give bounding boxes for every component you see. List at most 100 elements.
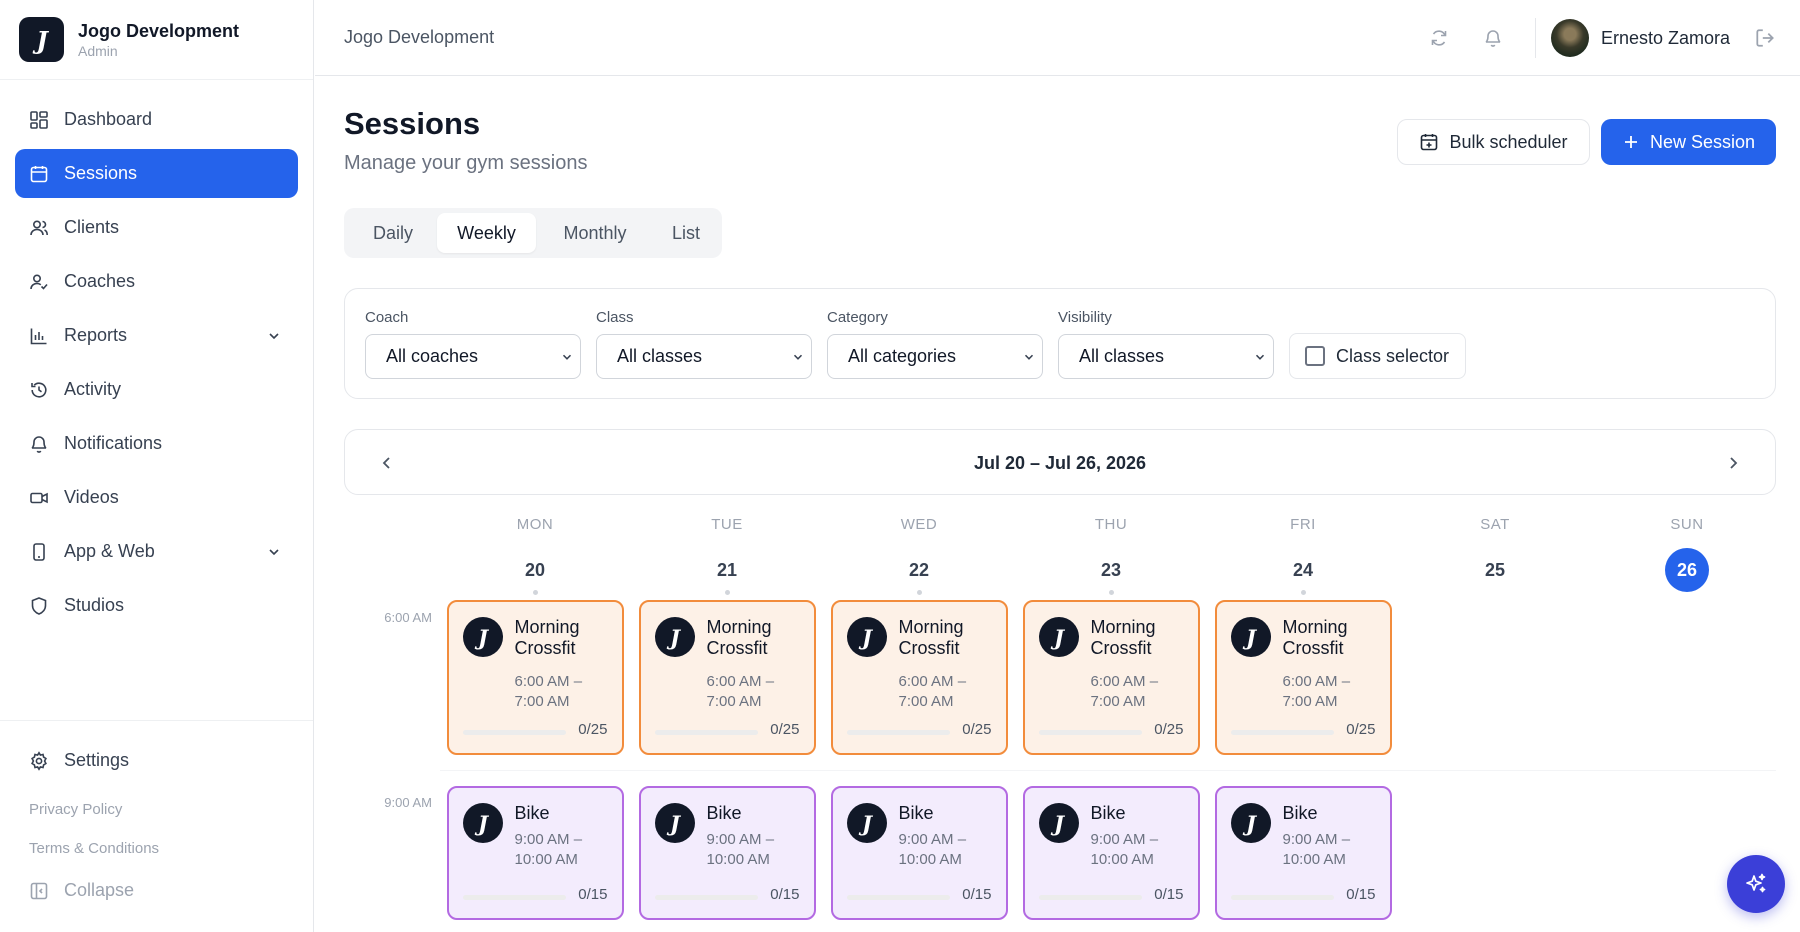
session-time-end: 10:00 AM [1090, 851, 1154, 868]
brand-name: Jogo Development [78, 20, 240, 41]
refresh-icon[interactable] [1427, 26, 1451, 50]
session-time-end: 7:00 AM [706, 693, 762, 710]
tab-daily[interactable]: Daily [372, 222, 413, 243]
chevron-down-icon [269, 548, 279, 555]
day-name-sun: SUN [1670, 516, 1704, 533]
user-name[interactable]: Ernesto Zamora [1600, 27, 1730, 48]
class-select-value: All classes [617, 346, 703, 366]
day-number[interactable]: 23 [1100, 560, 1122, 580]
category-filter-label: Category [827, 309, 888, 326]
new-session-button[interactable]: New Session [1601, 119, 1776, 165]
terms-link[interactable]: Terms & Conditions [29, 840, 160, 857]
sidebar-item-activity[interactable]: Activity [15, 365, 298, 414]
day-event-indicator [532, 590, 538, 595]
session-card[interactable]: J Bike 9:00 AM – 10:00 AM 0/15 [1214, 786, 1392, 920]
session-time-start: 6:00 AM – [706, 673, 775, 690]
session-capacity-count: 0/15 [578, 886, 608, 903]
session-card[interactable]: J Morning Crossfit 6:00 AM – 7:00 AM 0/25 [1022, 600, 1200, 755]
session-time-start: 6:00 AM – [898, 673, 967, 690]
session-time: 9:00 AM – 10:00 AM [515, 830, 615, 870]
session-logo: J [1038, 617, 1079, 657]
day-number-today[interactable]: 26 [1665, 548, 1709, 592]
session-card[interactable]: J Bike 9:00 AM – 10:00 AM 0/15 [830, 786, 1008, 920]
session-card[interactable]: J Morning Crossfit 6:00 AM – 7:00 AM 0/25 [830, 600, 1008, 755]
privacy-policy-link[interactable]: Privacy Policy [29, 801, 123, 818]
sidebar-item-clients[interactable]: Clients [15, 203, 298, 252]
coach-select-value: All coaches [386, 346, 479, 366]
dashboard-icon [30, 110, 48, 129]
session-title: Morning Crossfit [1282, 617, 1348, 658]
sidebar-item-label: Dashboard [64, 109, 153, 129]
session-capacity-bar [654, 895, 758, 900]
chevron-down-icon [1255, 354, 1265, 360]
class-selector-checkbox[interactable] [1305, 346, 1325, 366]
visibility-select[interactable]: All classes [1058, 334, 1274, 379]
session-capacity-count: 0/15 [962, 886, 992, 903]
session-time: 9:00 AM – 10:00 AM [1283, 830, 1383, 870]
sidebar-item-studios[interactable]: Studios [15, 581, 298, 630]
sparkles-icon [1746, 873, 1766, 893]
day-number[interactable]: 25 [1484, 560, 1506, 580]
session-capacity-bar [846, 730, 950, 735]
session-card[interactable]: J Morning Crossfit 6:00 AM – 7:00 AM 0/25 [638, 600, 816, 755]
session-logo: J [1038, 803, 1079, 843]
day-name-wed: WED [900, 516, 938, 533]
session-logo: J [462, 803, 503, 843]
sidebar-item-label: Notifications [64, 433, 163, 453]
session-title: Bike [514, 803, 550, 823]
logout-icon[interactable] [1754, 27, 1776, 49]
avatar[interactable] [1550, 19, 1589, 57]
collapse-button[interactable]: Collapse [15, 868, 298, 913]
session-time-end: 10:00 AM [898, 851, 962, 868]
tab-weekly[interactable]: Weekly [437, 213, 536, 253]
session-time-start: 6:00 AM – [514, 673, 583, 690]
sidebar-item-label: Studios [64, 595, 125, 615]
sidebar-item-sessions[interactable]: Sessions [15, 149, 298, 198]
coach-select[interactable]: All coaches [365, 334, 581, 379]
class-selector-toggle[interactable]: Class selector [1289, 333, 1466, 379]
category-select[interactable]: All categories [827, 334, 1043, 379]
session-time-end: 7:00 AM [898, 693, 954, 710]
tab-monthly[interactable]: Monthly [563, 222, 627, 243]
brand[interactable]: J Jogo Development Admin [0, 0, 313, 80]
assistant-button[interactable] [1727, 855, 1785, 913]
day-event-indicator [916, 590, 922, 595]
session-title: Bike [1090, 803, 1126, 823]
sidebar-item-videos[interactable]: Videos [15, 473, 298, 522]
class-select[interactable]: All classes [596, 334, 812, 379]
session-time-end: 7:00 AM [514, 693, 570, 710]
day-number[interactable]: 22 [908, 560, 930, 580]
chevron-left-icon[interactable] [377, 453, 397, 473]
day-number[interactable]: 24 [1292, 560, 1314, 580]
category-select-value: All categories [848, 346, 957, 366]
bell-icon[interactable] [1481, 26, 1505, 50]
session-card[interactable]: J Bike 9:00 AM – 10:00 AM 0/15 [446, 786, 624, 920]
day-event-indicator [1300, 590, 1306, 595]
day-name-tue: TUE [711, 516, 743, 533]
bar-chart-icon [30, 328, 47, 344]
session-card[interactable]: J Bike 9:00 AM – 10:00 AM 0/15 [638, 786, 816, 920]
session-card[interactable]: J Bike 9:00 AM – 10:00 AM 0/15 [1022, 786, 1200, 920]
session-capacity-count: 0/25 [1154, 721, 1184, 738]
session-time: 6:00 AM – 7:00 AM [1091, 672, 1191, 712]
tab-list[interactable]: List [671, 222, 700, 243]
calendar-icon [30, 165, 48, 182]
gear-icon [31, 750, 47, 771]
sidebar-footer: Settings Privacy Policy Terms & Conditio… [0, 720, 313, 913]
sidebar-item-dashboard[interactable]: Dashboard [15, 95, 298, 144]
day-number[interactable]: 21 [716, 560, 738, 580]
session-card[interactable]: J Morning Crossfit 6:00 AM – 7:00 AM 0/25 [1214, 600, 1392, 755]
svg-text:J: J [1242, 811, 1258, 836]
bulk-scheduler-button[interactable]: Bulk scheduler [1397, 119, 1590, 165]
smartphone-icon [33, 542, 45, 561]
sidebar-item-reports[interactable]: Reports [15, 311, 298, 360]
session-card[interactable]: J Morning Crossfit 6:00 AM – 7:00 AM 0/25 [446, 600, 624, 755]
header-divider [1534, 18, 1536, 58]
sidebar-item-app-web[interactable]: App & Web [15, 527, 298, 576]
session-time-start: 6:00 AM – [1090, 673, 1159, 690]
sidebar-item-coaches[interactable]: Coaches [15, 257, 298, 306]
sidebar-item-settings[interactable]: Settings [15, 736, 298, 785]
day-number[interactable]: 20 [524, 560, 546, 580]
sidebar-item-notifications[interactable]: Notifications [15, 419, 298, 468]
chevron-right-icon[interactable] [1723, 453, 1743, 473]
